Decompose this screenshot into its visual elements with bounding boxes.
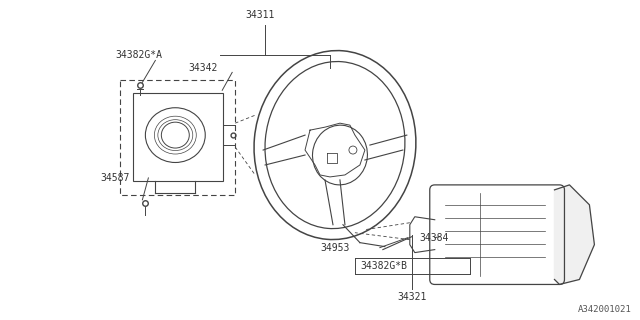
Text: A342001021: A342001021 [577, 305, 631, 314]
Text: 34382G*A: 34382G*A [115, 51, 163, 60]
Text: 34311: 34311 [246, 10, 275, 20]
Polygon shape [554, 185, 595, 284]
Text: 34321: 34321 [397, 292, 426, 302]
Text: 34342: 34342 [188, 63, 218, 73]
Bar [120, 80, 235, 195]
Text: 34382G*B: 34382G*B [360, 260, 407, 270]
Text: 34587: 34587 [100, 173, 130, 183]
Text: 34953: 34953 [321, 243, 350, 252]
Text: 34384: 34384 [420, 233, 449, 243]
